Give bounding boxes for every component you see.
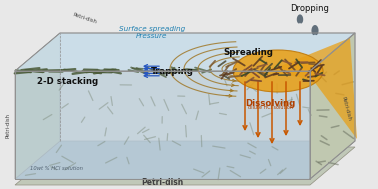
Text: Petri-dish: Petri-dish (6, 112, 11, 138)
Text: Petri-dish: Petri-dish (72, 12, 98, 25)
Text: 2-D stacking: 2-D stacking (37, 77, 99, 86)
Text: Petri-dish: Petri-dish (141, 178, 183, 187)
Polygon shape (15, 33, 355, 71)
Ellipse shape (233, 50, 323, 92)
Text: dilute HCl solution: dilute HCl solution (248, 105, 293, 110)
Text: Spreading: Spreading (223, 48, 273, 57)
Polygon shape (311, 25, 319, 35)
Text: Trapping: Trapping (150, 67, 194, 75)
Text: Dissolving: Dissolving (245, 99, 295, 108)
Text: Dropping: Dropping (291, 4, 330, 13)
Polygon shape (15, 71, 310, 179)
Polygon shape (15, 141, 355, 179)
Text: Petri-dish: Petri-dish (340, 96, 352, 122)
Polygon shape (310, 33, 355, 179)
Polygon shape (15, 147, 355, 185)
Polygon shape (15, 33, 60, 179)
Polygon shape (268, 38, 357, 139)
Text: Surface spreading
Pressure: Surface spreading Pressure (119, 26, 185, 40)
Text: 10wt % HCl solution: 10wt % HCl solution (30, 166, 83, 171)
Polygon shape (297, 14, 303, 23)
